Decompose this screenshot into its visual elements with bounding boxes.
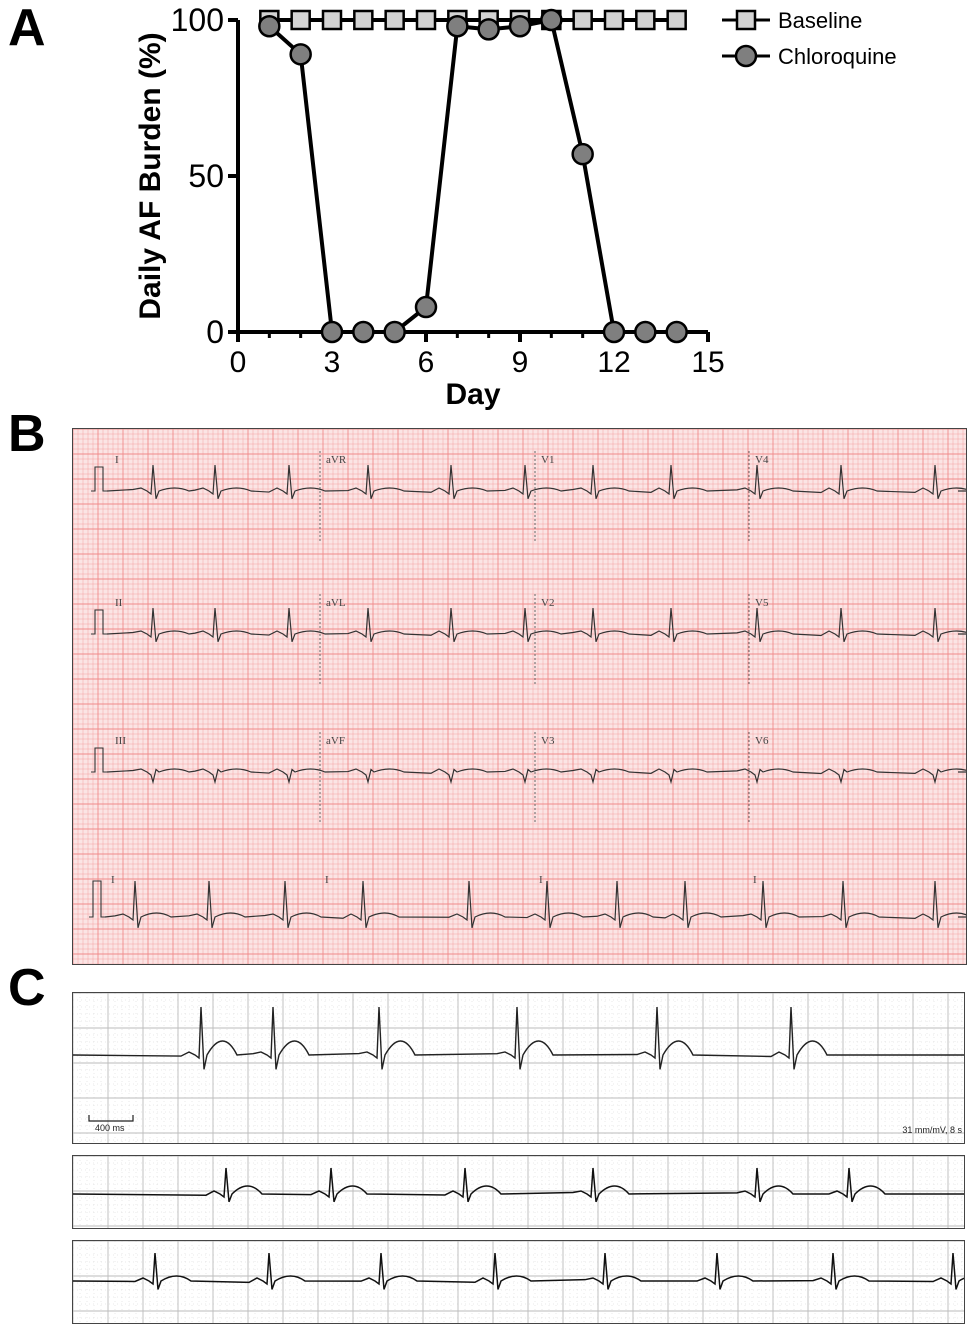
strip-paper	[73, 993, 964, 1143]
legend-marker-circle	[734, 44, 758, 68]
data-point-baseline	[353, 9, 374, 31]
ecg-paper	[73, 429, 966, 964]
y-tick-label: 50	[188, 158, 224, 194]
legend-label: Chloroquine	[778, 44, 897, 69]
data-point-chloroquine	[602, 320, 626, 344]
strip-paper	[73, 1156, 964, 1228]
data-point-baseline	[666, 9, 687, 31]
data-point-chloroquine	[258, 14, 281, 38]
rhythm-lead-label: I	[325, 874, 329, 886]
x-tick-label: 0	[230, 346, 247, 379]
rhythm-strip-3	[72, 1240, 965, 1324]
strip-3-trace	[73, 1252, 964, 1290]
x-tick-label: 3	[324, 346, 341, 379]
rhythm-lead-label: I	[111, 874, 115, 886]
scale-bar-label: 400 ms	[95, 1123, 125, 1133]
data-point-baseline	[321, 9, 343, 31]
panel-label-b: B	[8, 405, 46, 463]
data-point-chloroquine	[665, 320, 688, 344]
gain-label: 31 mm/mV, 8 s	[902, 1125, 962, 1135]
data-point-chloroquine	[320, 320, 344, 344]
y-tick-label: 100	[171, 2, 224, 38]
lead-label: V2	[541, 597, 554, 609]
data-point-chloroquine	[289, 43, 312, 66]
af-burden-chart: 0 50 100 0 3 6 9 12 15 Day Daily AF Burden (%) Base…	[134, 2, 897, 411]
ecg-trace	[106, 768, 966, 785]
data-point-baseline	[572, 9, 593, 31]
data-point-baseline	[415, 9, 437, 31]
legend-label: Baseline	[778, 8, 862, 33]
rhythm-strip-2-trace	[73, 1156, 964, 1228]
series-line-chloroquine	[267, 17, 677, 334]
data-point-chloroquine	[634, 320, 657, 344]
lead-label: V1	[541, 454, 554, 466]
data-point-chloroquine	[477, 18, 500, 41]
lead-label: aVL	[326, 597, 346, 609]
lead-label: aVR	[326, 454, 347, 466]
calibration-pulse	[91, 466, 107, 492]
data-point-chloroquine	[446, 14, 469, 38]
calibration-pulse	[91, 747, 107, 773]
data-point-baseline	[384, 9, 405, 31]
rhythm-trace	[104, 880, 966, 928]
rhythm-lead-label: I	[539, 874, 543, 886]
calibration-pulse	[91, 609, 107, 635]
lead-label: III	[115, 735, 126, 747]
lead-label: V5	[755, 597, 769, 609]
x-tick-label: 12	[597, 346, 630, 379]
data-point-chloroquine	[383, 320, 406, 344]
x-axis-title: Day	[445, 378, 500, 411]
strip-2-trace	[73, 1167, 964, 1203]
data-point-baseline	[603, 9, 625, 31]
data-point-baseline	[290, 9, 311, 31]
data-point-chloroquine	[540, 8, 563, 32]
rhythm-strip-2	[72, 1155, 965, 1229]
rhythm-lead-label: I	[753, 874, 757, 886]
data-point-chloroquine	[571, 142, 594, 166]
x-tick-label: 9	[512, 346, 529, 379]
ecg-trace	[106, 464, 966, 500]
lead-label: V6	[755, 735, 769, 747]
data-point-chloroquine	[508, 14, 532, 38]
lead-label: II	[115, 597, 123, 609]
data-point-baseline	[635, 9, 656, 31]
strip-1-trace	[73, 1006, 964, 1070]
lead-label: I	[115, 454, 119, 466]
rhythm-strip-1: 400 ms 31 mm/mV, 8 s	[72, 992, 965, 1144]
scale-bar	[88, 1115, 134, 1122]
x-tick-label: 15	[691, 346, 724, 379]
ecg-trace	[106, 607, 966, 643]
lead-label: V3	[541, 735, 555, 747]
lead-label: V4	[755, 454, 769, 466]
rhythm-strip-1-trace: 400 ms 31 mm/mV, 8 s	[73, 993, 964, 1143]
panel-label-a: A	[8, 0, 46, 57]
calibration-pulse	[89, 880, 105, 918]
data-point-chloroquine	[414, 295, 438, 319]
y-tick-label: 0	[206, 314, 224, 350]
panel-label-c: C	[8, 959, 46, 1017]
legend-marker-square	[735, 9, 757, 31]
data-point-chloroquine	[352, 320, 375, 344]
y-axis-title: Daily AF Burden (%)	[134, 32, 167, 319]
rhythm-strip-3-trace	[73, 1241, 964, 1323]
x-tick-label: 6	[418, 346, 435, 379]
lead-label: aVF	[326, 735, 345, 747]
